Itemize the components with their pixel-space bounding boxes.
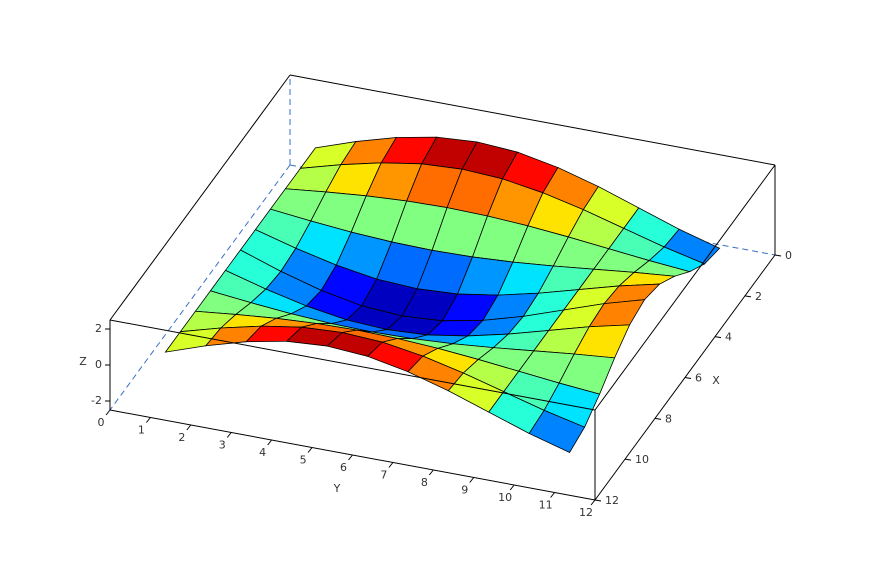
y-tick-label: 11 [539, 499, 553, 512]
box-edge [109, 319, 596, 411]
box-edge [594, 164, 776, 411]
y-tick-label: 9 [461, 484, 468, 497]
y-tick-label: 2 [178, 431, 185, 444]
x-tick-label: 6 [695, 372, 702, 385]
y-tick [146, 417, 151, 423]
x-tick-label: 4 [725, 331, 732, 344]
z-axis-label: Z [79, 355, 87, 368]
y-tick-label: 7 [380, 469, 387, 482]
surface [164, 136, 721, 453]
y-tick-label: 8 [421, 476, 428, 489]
y-tick [307, 447, 313, 453]
x-tick-label: 0 [785, 249, 792, 262]
y-axis-label: Y [333, 482, 341, 495]
x-tick [654, 417, 662, 420]
y-tick [348, 454, 353, 461]
y-tick [226, 432, 232, 438]
y-tick [590, 499, 596, 506]
x-tick [774, 254, 782, 257]
y-tick-label: 3 [219, 439, 226, 452]
x-tick [684, 377, 692, 379]
z-tick-label: 2 [95, 322, 102, 335]
x-tick [714, 336, 722, 339]
x-tick [624, 458, 632, 461]
y-tick [388, 462, 394, 468]
x-tick [594, 499, 602, 502]
y-tick [509, 484, 515, 491]
y-tick [550, 492, 555, 498]
box-edge [289, 74, 776, 166]
y-tick [428, 469, 434, 476]
y-tick-label: 4 [259, 446, 266, 459]
y-tick-label: 5 [300, 454, 307, 467]
y-tick-label: 10 [498, 491, 512, 504]
x-tick-label: 2 [755, 290, 762, 303]
box-edge [109, 74, 291, 321]
x-tick [744, 295, 752, 298]
x-tick-label: 8 [665, 412, 672, 425]
y-tick-label: 0 [98, 416, 105, 429]
y-tick [267, 439, 273, 446]
hidden-edge [109, 164, 291, 411]
y-tick-label: 6 [340, 461, 347, 474]
y-tick [469, 477, 475, 483]
surface-cell [528, 409, 586, 453]
y-tick [186, 424, 192, 431]
y-tick [105, 409, 111, 416]
x-tick-label: 12 [605, 494, 619, 507]
y-tick-label: 1 [138, 424, 145, 437]
y-tick-label: 12 [579, 506, 593, 519]
x-tick-label: 10 [635, 453, 649, 466]
z-tick-label: -2 [91, 394, 102, 407]
z-tick-label: 0 [95, 358, 102, 371]
x-axis-label: X [712, 374, 720, 387]
